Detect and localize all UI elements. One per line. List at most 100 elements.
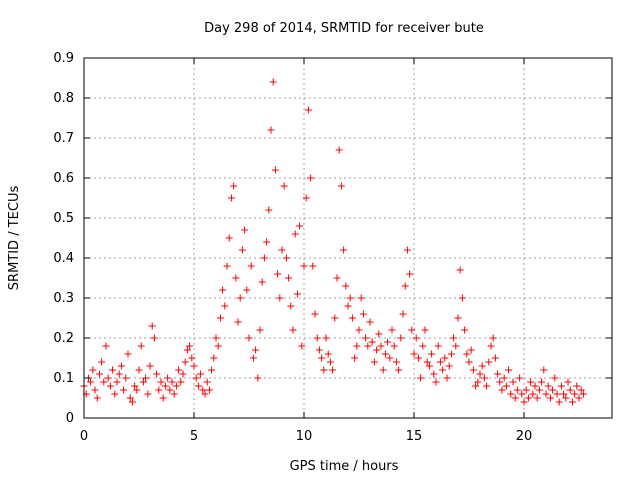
data-point [201,390,209,398]
data-point [502,382,510,390]
data-point [203,378,211,386]
data-point [575,394,583,402]
data-point [111,390,119,398]
data-point [531,382,539,390]
data-point [348,314,356,322]
data-point [577,386,585,394]
data-point [223,262,231,270]
data-point [346,294,354,302]
data-point [285,274,293,282]
data-point [144,390,152,398]
data-point [137,342,145,350]
data-point [95,370,103,378]
data-point [494,370,502,378]
data-point [170,390,178,398]
data-point [392,358,400,366]
data-point [117,362,125,370]
data-point [340,246,348,254]
data-point [322,334,330,342]
data-point [553,390,561,398]
x-tick-label: 5 [190,429,198,444]
data-point [291,230,299,238]
data-point [445,362,453,370]
data-point [524,394,532,402]
data-point [465,358,473,366]
data-point [439,366,447,374]
data-point [298,342,306,350]
data-point [208,366,216,374]
data-point [282,254,290,262]
data-point [373,346,381,354]
data-point [511,394,519,402]
data-point [434,342,442,350]
data-point [307,174,315,182]
data-point [483,382,491,390]
data-point [320,366,328,374]
data-point [544,382,552,390]
data-point [166,386,174,394]
data-point [390,342,398,350]
data-point [89,366,97,374]
data-point [507,390,515,398]
data-point [421,326,429,334]
data-point [436,358,444,366]
y-tick-label: 0.5 [53,211,74,226]
y-tick-label: 0.4 [53,251,74,266]
data-point [258,278,266,286]
data-point [381,350,389,358]
grid-layer [84,58,612,418]
data-point [260,254,268,262]
data-point [344,302,352,310]
data-point [513,386,521,394]
data-point [505,366,513,374]
data-point [366,318,374,326]
data-point [227,194,235,202]
data-point [98,358,106,366]
data-point [296,222,304,230]
data-point [128,398,136,406]
data-point [109,366,117,374]
x-tick-label: 10 [296,429,313,444]
data-point [236,294,244,302]
data-point [186,342,194,350]
data-point [496,378,504,386]
data-point [199,386,207,394]
y-axis-label: SRMTID / TECUs [7,186,22,291]
data-point [232,274,240,282]
data-point [458,294,466,302]
data-point [243,286,251,294]
data-point [447,350,455,358]
data-point [414,354,422,362]
data-point [113,378,121,386]
data-point [403,246,411,254]
data-point [318,354,326,362]
data-point [557,382,565,390]
data-point [491,354,499,362]
data-point [278,246,286,254]
data-point [443,374,451,382]
data-point [579,390,587,398]
data-point [100,378,108,386]
x-axis-label: GPS time / hours [290,459,399,474]
data-point [357,294,365,302]
data-point [271,166,279,174]
data-point [450,334,458,342]
data-point [192,374,200,382]
data-point [293,290,301,298]
data-point [549,386,557,394]
data-point [546,394,554,402]
data-point [254,374,262,382]
y-tick-label: 0.3 [53,291,74,306]
y-tick-label: 0.7 [53,131,74,146]
data-point [183,346,191,354]
data-point [533,394,541,402]
data-point [417,374,425,382]
data-point [214,342,222,350]
data-point [351,354,359,362]
data-point [210,354,218,362]
data-point [93,394,101,402]
data-point [175,366,183,374]
y-tick-label: 0.2 [53,331,74,346]
data-point [159,394,167,402]
data-point [509,378,517,386]
